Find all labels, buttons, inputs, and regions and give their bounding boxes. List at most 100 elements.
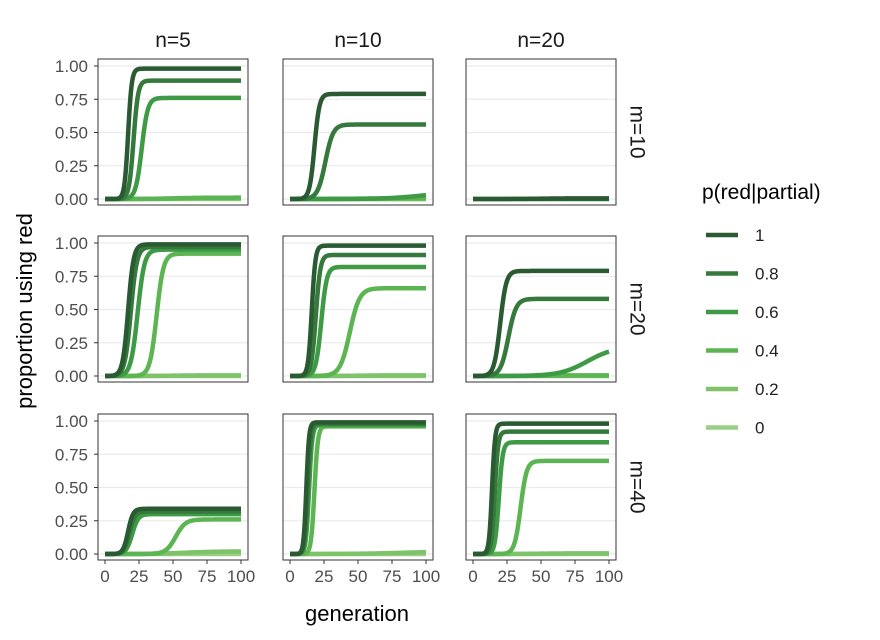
x-tick-label: 50 xyxy=(164,567,183,586)
series-group xyxy=(471,268,611,379)
series-line-1 xyxy=(103,506,243,557)
series-line-0-4 xyxy=(103,517,243,557)
series-group xyxy=(471,421,611,557)
x-tick-label: 0 xyxy=(100,567,109,586)
legend-label: 0.2 xyxy=(755,380,779,399)
y-tick-label: 0.25 xyxy=(55,512,88,531)
series-line-1 xyxy=(288,91,428,202)
row-strip-label: m=20 xyxy=(625,282,648,335)
y-tick-label: 0.00 xyxy=(55,367,88,386)
panel xyxy=(465,413,617,561)
x-tick-label: 25 xyxy=(315,567,334,586)
y-tick-label: 0.50 xyxy=(55,124,88,143)
series-group xyxy=(103,242,243,379)
y-tick-label: 1.00 xyxy=(55,412,88,431)
series-line-0-6 xyxy=(288,192,428,202)
series-line-0-6 xyxy=(103,247,243,379)
legend-label: 0.8 xyxy=(755,265,779,284)
series-group xyxy=(103,506,243,557)
series-line-1 xyxy=(288,420,428,557)
x-tick-label: 75 xyxy=(198,567,217,586)
panel-border xyxy=(282,413,434,561)
panel-border xyxy=(465,235,617,383)
panel xyxy=(97,58,249,206)
panel xyxy=(282,235,434,383)
series-line-0-8 xyxy=(103,78,243,202)
x-tick-label: 50 xyxy=(532,567,551,586)
series-group xyxy=(288,91,428,202)
x-axis-title: generation xyxy=(305,601,409,626)
y-tick-label: 1.00 xyxy=(55,57,88,76)
y-tick-label: 1.00 xyxy=(55,234,88,253)
y-tick-label: 0.25 xyxy=(55,334,88,353)
series-line-0-8 xyxy=(288,252,428,379)
x-tick-label: 25 xyxy=(130,567,149,586)
series-line-1 xyxy=(288,243,428,379)
series-line-0-8 xyxy=(288,122,428,202)
series-group xyxy=(103,66,243,202)
legend: 1 0.8 0.6 0.4 0.2 0 xyxy=(706,226,779,438)
series-line-1 xyxy=(103,66,243,202)
y-tick-label: 0.00 xyxy=(55,545,88,564)
series-group xyxy=(471,196,611,202)
row-strip-label: m=40 xyxy=(625,460,648,513)
panel-border xyxy=(282,58,434,206)
series-line-0-6 xyxy=(103,95,243,202)
panel-border xyxy=(97,58,249,206)
y-tick-label: 0.75 xyxy=(55,90,88,109)
series-line-0-2 xyxy=(288,549,428,557)
series-line-0-8 xyxy=(103,244,243,379)
column-strip-label: n=20 xyxy=(517,29,564,52)
panel xyxy=(282,58,434,206)
series-group xyxy=(288,420,428,557)
panel xyxy=(282,413,434,561)
legend-label: 1 xyxy=(755,226,764,245)
series-line-0-4 xyxy=(288,285,428,379)
series-line-1 xyxy=(103,242,243,379)
series-line-0-6 xyxy=(103,511,243,557)
x-tick-label: 100 xyxy=(227,567,255,586)
panel xyxy=(97,413,249,561)
legend-label: 0 xyxy=(755,419,764,438)
y-tick-label: 0.00 xyxy=(55,190,88,209)
y-axis-title: proportion using red xyxy=(12,213,37,409)
series-line-1 xyxy=(471,268,611,379)
x-tick-label: 0 xyxy=(468,567,477,586)
row-strip-label: m=10 xyxy=(625,105,648,158)
y-tick-label: 0.50 xyxy=(55,479,88,498)
series-line-0-4 xyxy=(471,458,611,557)
series-line-0-8 xyxy=(471,429,611,557)
legend-label: 0.6 xyxy=(755,303,779,322)
series-group xyxy=(288,243,428,379)
series-line-0-6 xyxy=(288,264,428,379)
panel-border xyxy=(97,235,249,383)
x-tick-label: 75 xyxy=(383,567,402,586)
y-tick-label: 0.75 xyxy=(55,445,88,464)
column-strip-label: n=10 xyxy=(334,29,381,52)
panel-border xyxy=(282,235,434,383)
panels-layer: n=5 n=10 n=20 m=10 m=20 m=40 0.00 0.25 0.50 0.75 1… xyxy=(55,29,649,586)
y-tick-label: 0.25 xyxy=(55,157,88,176)
panel xyxy=(465,58,617,206)
panel-border xyxy=(97,413,249,561)
x-tick-label: 100 xyxy=(412,567,440,586)
y-tick-label: 0.50 xyxy=(55,301,88,320)
series-line-0-6 xyxy=(471,440,611,557)
series-line-0-8 xyxy=(471,296,611,379)
panel xyxy=(465,235,617,383)
legend-title: p(red|partial) xyxy=(702,181,821,204)
series-line-0-4 xyxy=(103,251,243,379)
panel-border xyxy=(465,413,617,561)
x-tick-label: 75 xyxy=(566,567,585,586)
column-strip-label: n=5 xyxy=(155,29,191,52)
panel-border xyxy=(465,58,617,206)
x-tick-label: 25 xyxy=(498,567,517,586)
x-tick-label: 0 xyxy=(285,567,294,586)
series-line-1 xyxy=(471,196,611,202)
x-tick-label: 50 xyxy=(349,567,368,586)
panel xyxy=(97,235,249,383)
series-line-0-6 xyxy=(471,349,611,379)
x-tick-label: 100 xyxy=(595,567,623,586)
legend-label: 0.4 xyxy=(755,342,779,361)
